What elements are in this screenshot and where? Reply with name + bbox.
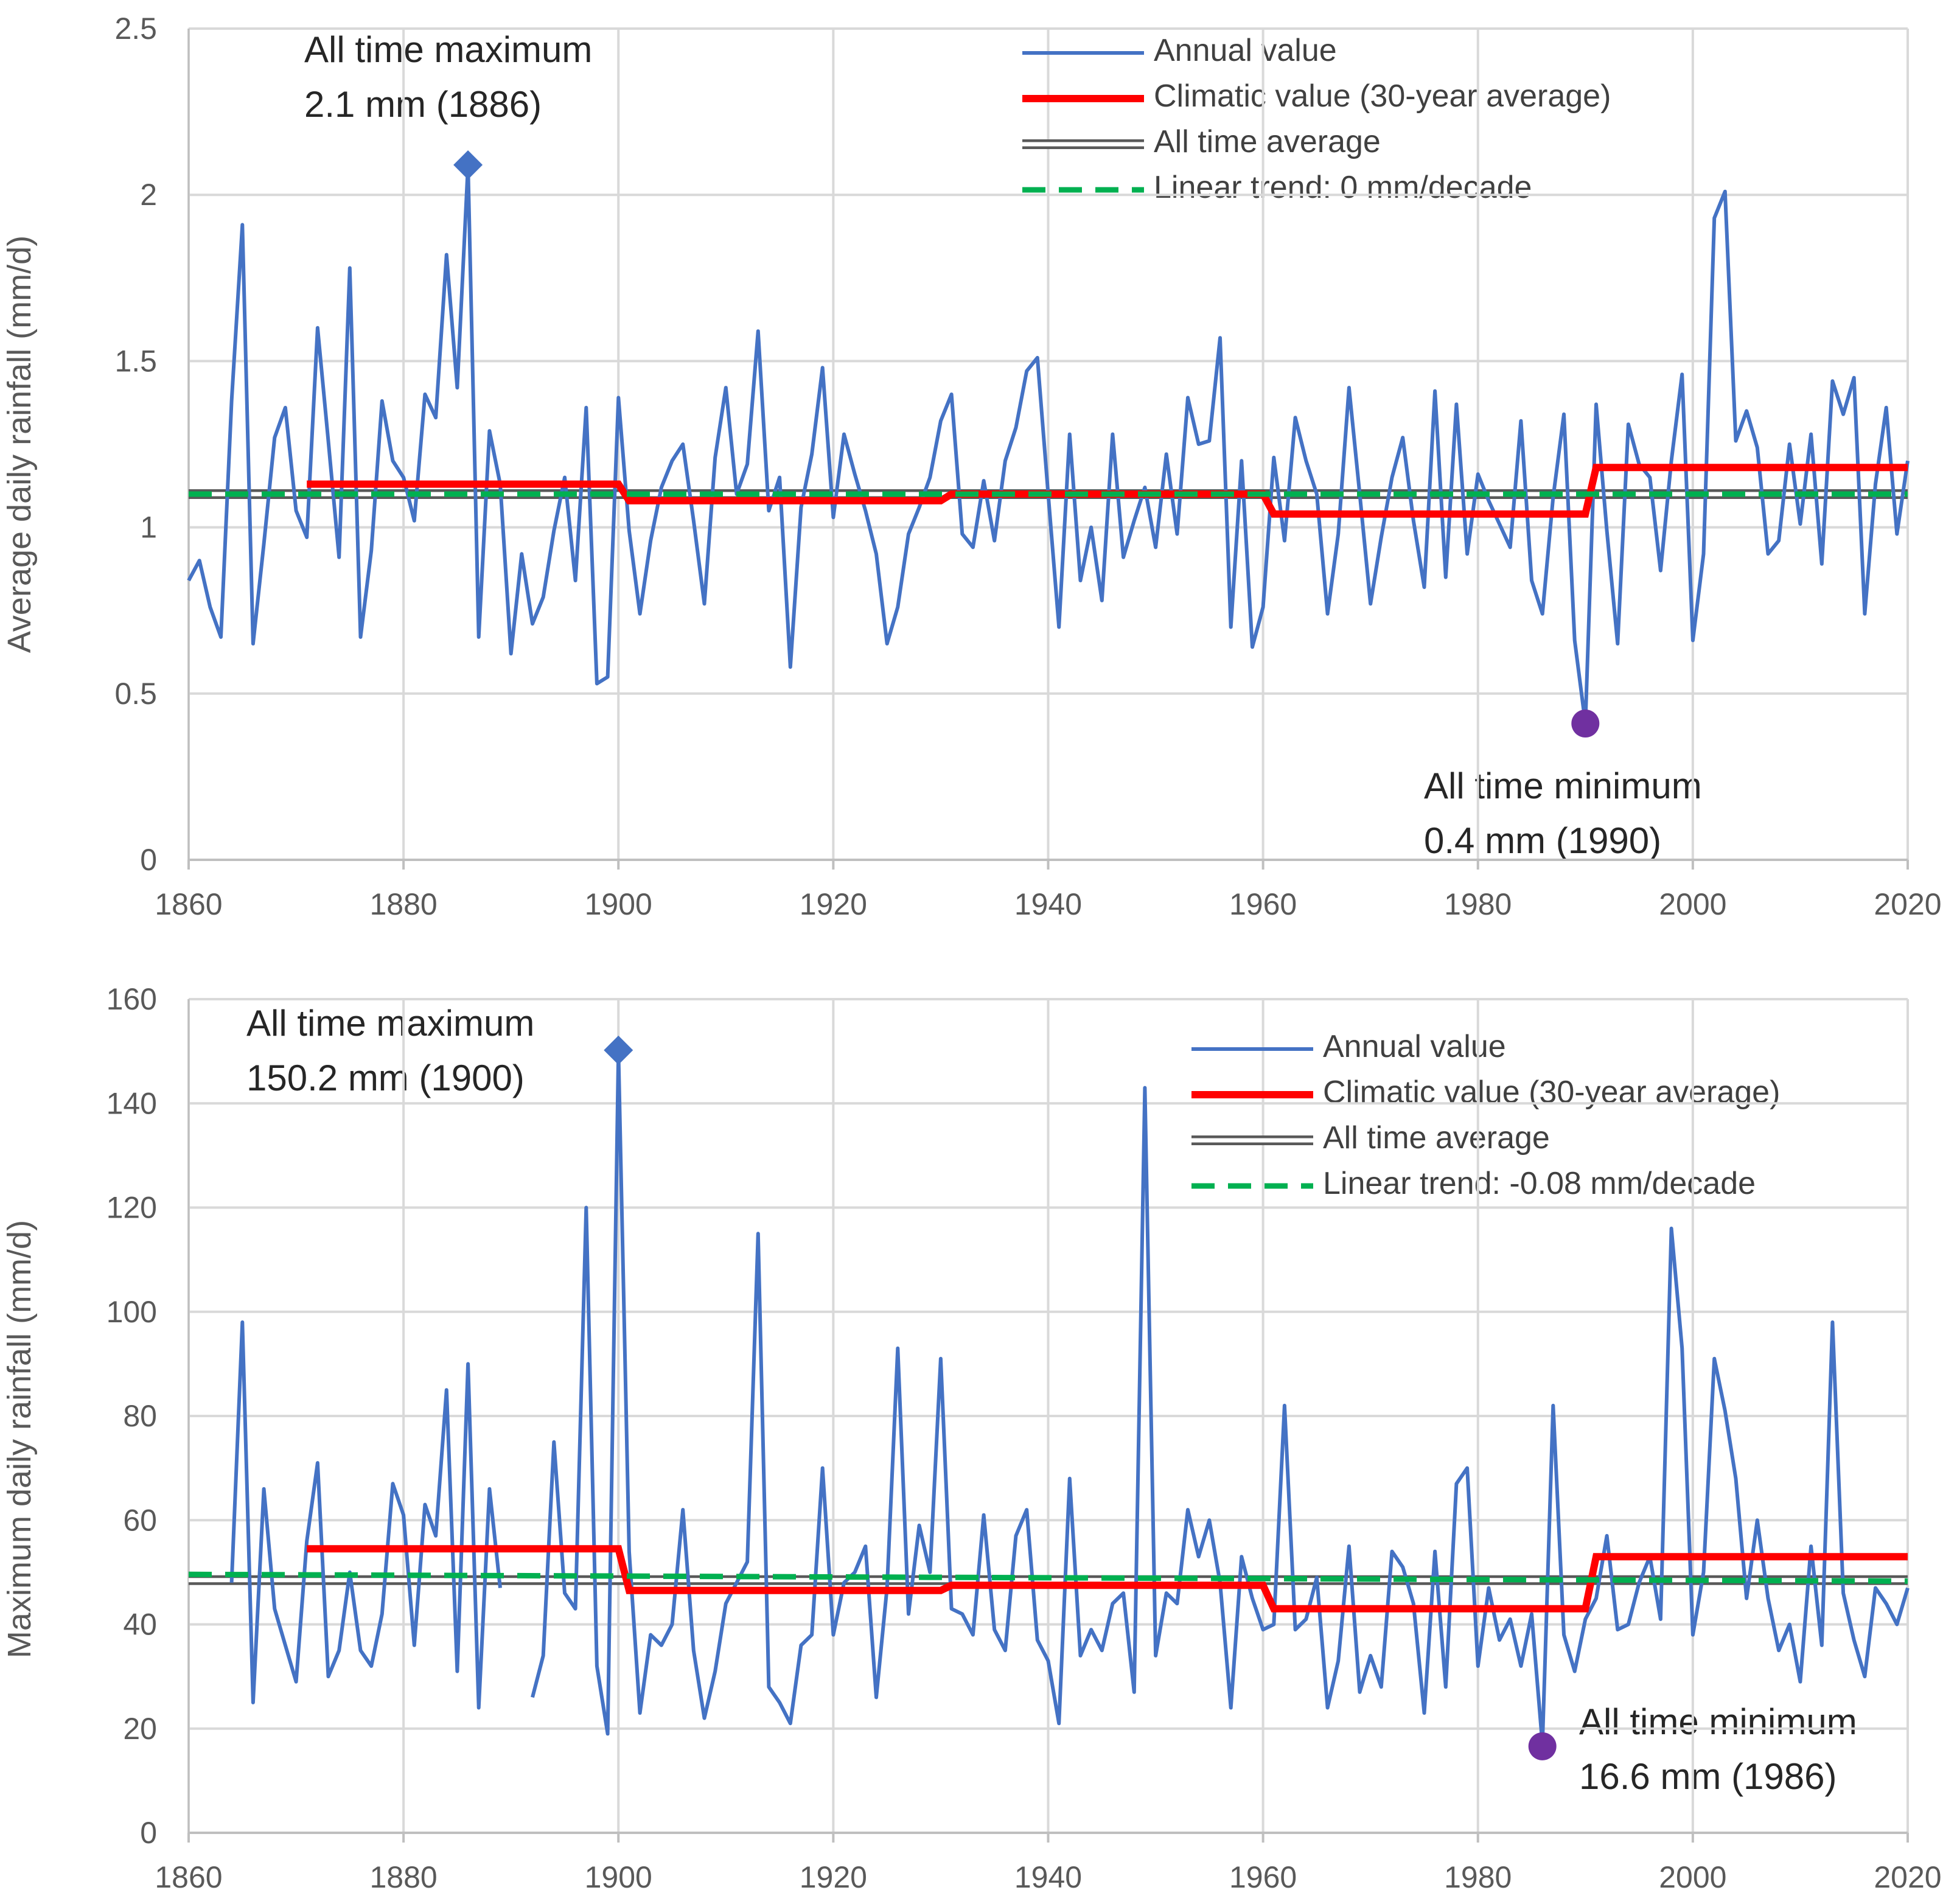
annotation-min-value: 16.6 mm (1986) <box>1579 1756 1837 1797</box>
panel-2: Maximum daily rainfall (mm/d) Annual val… <box>1 1003 1857 1797</box>
x-tick-label: 1920 <box>800 887 867 921</box>
x-tick-label: 1980 <box>1444 887 1512 921</box>
x-tick-label: 1860 <box>155 887 222 921</box>
x-tick-label: 1860 <box>155 1860 222 1894</box>
annotation-max-title: All time maximum <box>304 29 592 70</box>
annual-value-line <box>229 1049 1910 1746</box>
x-tick-label: 1920 <box>800 1860 867 1894</box>
y-tick-label: 2 <box>140 178 157 212</box>
min-marker <box>1571 709 1600 738</box>
legend-label-trend: Linear trend: -0.08 mm/decade <box>1323 1166 1756 1201</box>
annotation-max-value: 2.1 mm (1886) <box>304 84 542 125</box>
legend-label-annual: Annual value <box>1323 1029 1506 1064</box>
y-tick-label: 160 <box>106 982 157 1016</box>
annotation-min-title: All time minimum <box>1424 765 1702 806</box>
climatic-value-line <box>307 1545 1908 1613</box>
x-tick-label: 1980 <box>1444 1860 1512 1894</box>
x-tick-label: 1900 <box>585 1860 652 1894</box>
y-tick-label: 60 <box>123 1503 157 1537</box>
annotation-max-title: All time maximum <box>246 1003 534 1044</box>
y-tick-label: 0.5 <box>114 677 157 711</box>
x-tick-label: 1940 <box>1014 887 1082 921</box>
legend-label-average: All time average <box>1154 124 1381 159</box>
x-tick-label: 1960 <box>1229 887 1297 921</box>
y-tick-label: 40 <box>123 1608 157 1642</box>
annotation-max-value: 150.2 mm (1900) <box>246 1058 525 1098</box>
y-tick-label: 1.5 <box>114 344 157 378</box>
y-axis-label: Maximum daily rainfall (mm/d) <box>1 1220 38 1658</box>
y-tick-label: 20 <box>123 1712 157 1746</box>
panel-1: Average daily rainfall (mm/d) Annual val… <box>1 29 1702 861</box>
x-tick-label: 1900 <box>585 887 652 921</box>
y-tick-label: 100 <box>106 1295 157 1329</box>
y-tick-label: 1 <box>140 511 157 545</box>
max-marker <box>604 1035 633 1065</box>
y-axis-label: Average daily rainfall (mm/d) <box>1 235 38 653</box>
y-tick-label: 120 <box>106 1191 157 1225</box>
x-tick-label: 1940 <box>1014 1860 1082 1894</box>
y-tick-label: 2.5 <box>114 12 157 46</box>
x-tick-label: 2020 <box>1874 887 1941 921</box>
x-tick-label: 2000 <box>1659 1860 1726 1894</box>
x-tick-label: 1960 <box>1229 1860 1297 1894</box>
y-tick-label: 0 <box>140 843 157 877</box>
legend-label-annual: Annual value <box>1154 33 1337 68</box>
plot-area-1: 0 0.5 1 1.5 2 2.5 1860 1880 1900 1920 1940 1960 1980… <box>114 12 1941 921</box>
annotation-min-value: 0.4 mm (1990) <box>1424 820 1661 861</box>
legend-label-trend: Linear trend: 0 mm/decade <box>1154 170 1532 205</box>
legend-label-average: All time average <box>1323 1120 1550 1156</box>
x-tick-label: 1880 <box>370 1860 438 1894</box>
min-marker <box>1528 1732 1557 1760</box>
plot-area-2: 0 20 40 60 80 100 120 140 160 1860 1880 1900 1920 194… <box>106 982 1942 1894</box>
y-tick-label: 0 <box>140 1816 157 1850</box>
x-tick-label: 2000 <box>1659 887 1726 921</box>
linear-trend-line <box>188 1571 1908 1584</box>
annotation-min-title: All time minimum <box>1579 1701 1857 1742</box>
y-tick-label: 140 <box>106 1086 157 1120</box>
legend-label-climatic: Climatic value (30-year average) <box>1154 78 1611 114</box>
x-tick-label: 1880 <box>370 887 438 921</box>
x-tick-label: 2020 <box>1874 1860 1941 1894</box>
max-marker <box>453 150 483 180</box>
y-tick-label: 80 <box>123 1399 157 1433</box>
legend-label-climatic: Climatic value (30-year average) <box>1323 1075 1780 1110</box>
